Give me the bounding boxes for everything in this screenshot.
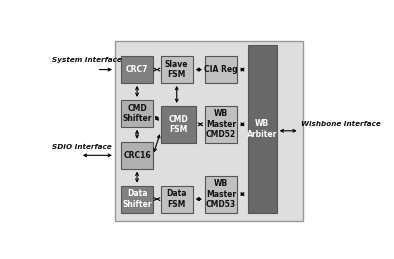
Text: CMD
FSM: CMD FSM	[168, 115, 188, 134]
Bar	[248, 45, 277, 213]
Bar	[121, 100, 153, 127]
Bar	[161, 106, 196, 143]
Text: Wishbone Interface: Wishbone Interface	[301, 121, 381, 127]
Text: CRC16: CRC16	[123, 151, 151, 160]
Bar	[161, 186, 193, 213]
Bar	[161, 56, 193, 83]
Text: CRC7: CRC7	[126, 65, 148, 74]
Bar	[121, 186, 153, 213]
Text: SDIO Interface: SDIO Interface	[52, 144, 112, 150]
Bar	[121, 142, 153, 169]
Text: Data
FSM: Data FSM	[167, 189, 187, 209]
Bar	[115, 41, 303, 221]
Text: WB
Master
CMD52: WB Master CMD52	[206, 109, 236, 139]
Bar	[205, 176, 237, 213]
Bar	[205, 106, 237, 143]
Text: CMD
Shifter: CMD Shifter	[122, 104, 152, 123]
Text: Data
Shifter: Data Shifter	[122, 189, 152, 209]
Text: CIA Reg: CIA Reg	[204, 65, 238, 74]
Text: System Interface: System Interface	[52, 57, 122, 63]
Text: Slave
FSM: Slave FSM	[165, 60, 188, 79]
Bar	[121, 56, 153, 83]
Text: WB
Master
CMD53: WB Master CMD53	[206, 179, 236, 209]
Text: WB
Arbiter: WB Arbiter	[247, 119, 277, 139]
Bar	[205, 56, 237, 83]
